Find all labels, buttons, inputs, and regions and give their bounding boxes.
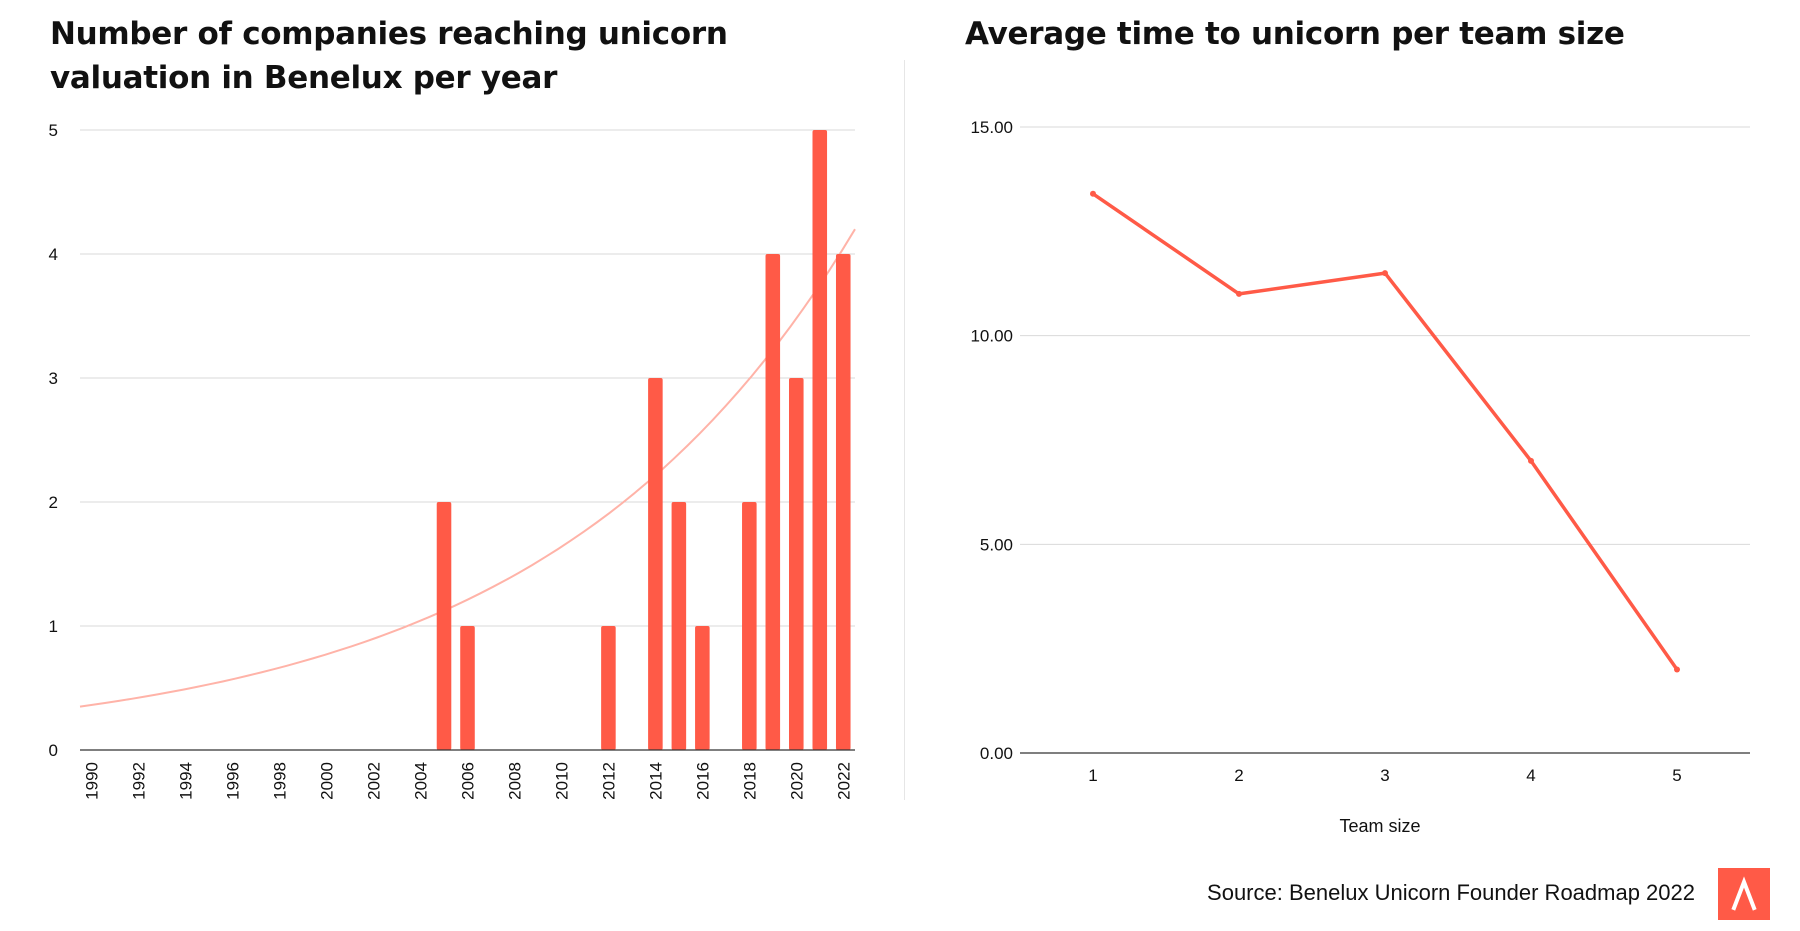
line-x-tick-label: 3 — [1380, 766, 1389, 785]
panel-divider — [904, 60, 905, 800]
line-chart-title: Average time to unicorn per team size — [965, 16, 1625, 52]
bar-y-tick-label: 0 — [49, 741, 58, 760]
line-y-tick-label: 0.00 — [980, 744, 1013, 763]
line-point-1 — [1090, 190, 1096, 197]
line-x-tick-label: 5 — [1672, 766, 1681, 785]
bar-x-tick-label: 2022 — [834, 762, 853, 800]
bar-2020 — [789, 378, 804, 750]
line-series — [1092, 192, 1679, 671]
bar-chart-title: Number of companies reaching unicorn val… — [50, 16, 728, 96]
line-x-axis-title: Team size — [1339, 816, 1420, 836]
brand-logo — [1718, 868, 1770, 920]
line-point-2 — [1236, 290, 1242, 297]
bar-2012 — [601, 626, 616, 750]
bar-2014 — [648, 378, 663, 750]
bar-x-tick-label: 2016 — [693, 762, 712, 800]
line-x-tick-label: 1 — [1088, 766, 1097, 785]
bar-y-tick-label: 4 — [49, 245, 58, 264]
bar-2019 — [765, 254, 781, 750]
bar-x-tick-label: 2008 — [505, 762, 524, 800]
bar-x-tick-label: 2000 — [318, 762, 337, 800]
bar-x-tick-label: 2002 — [365, 762, 384, 800]
bar-2021 — [812, 130, 828, 750]
line-y-tick-label: 5.00 — [980, 535, 1013, 554]
bar-y-tick-label: 5 — [49, 121, 58, 140]
line-y-tick-label: 10.00 — [970, 327, 1013, 346]
bar-x-tick-label: 2018 — [740, 762, 759, 800]
bar-2015 — [671, 502, 687, 750]
source-note: Source: Benelux Unicorn Founder Roadmap … — [1207, 880, 1695, 905]
bar-x-tick-label: 2012 — [599, 762, 618, 800]
bar-x-tick-label: 2004 — [412, 762, 431, 800]
line-x-tick-label: 4 — [1526, 766, 1535, 785]
line-point-5 — [1674, 666, 1680, 673]
bar-x-tick-label: 1992 — [130, 762, 149, 800]
bar-y-tick-label: 3 — [49, 369, 58, 388]
bar-2006 — [460, 626, 475, 750]
bar-x-tick-label: 1998 — [271, 762, 290, 800]
bar-trendline — [79, 228, 856, 708]
line-point-4 — [1528, 457, 1534, 464]
line-x-tick-label: 2 — [1234, 766, 1243, 785]
bar-x-tick-label: 1994 — [177, 762, 196, 800]
bar-x-tick-label: 1996 — [224, 762, 243, 800]
bar-x-tick-label: 1990 — [83, 762, 102, 800]
bar-x-tick-label: 2006 — [459, 762, 478, 800]
bar-2022 — [835, 254, 851, 750]
bar-2005 — [436, 502, 452, 750]
bar-chart: 0 1 2 3 4 5 1990 1992 1994 1996 1998 2000 2002 2004 20… — [49, 121, 856, 800]
line-point-3 — [1382, 270, 1388, 277]
bar-2018 — [742, 502, 757, 750]
bar-x-tick-label: 2014 — [646, 762, 665, 800]
bar-x-tick-label: 2020 — [787, 762, 806, 800]
bar-y-tick-label: 1 — [49, 617, 58, 636]
bar-x-tick-label: 2010 — [552, 762, 571, 800]
bar-y-tick-label: 2 — [49, 493, 58, 512]
bar-2016 — [695, 626, 710, 750]
line-y-tick-label: 15.00 — [970, 118, 1013, 137]
line-chart: 0.00 5.00 10.00 15.00 1 2 3 4 5 Team size — [970, 118, 1750, 836]
